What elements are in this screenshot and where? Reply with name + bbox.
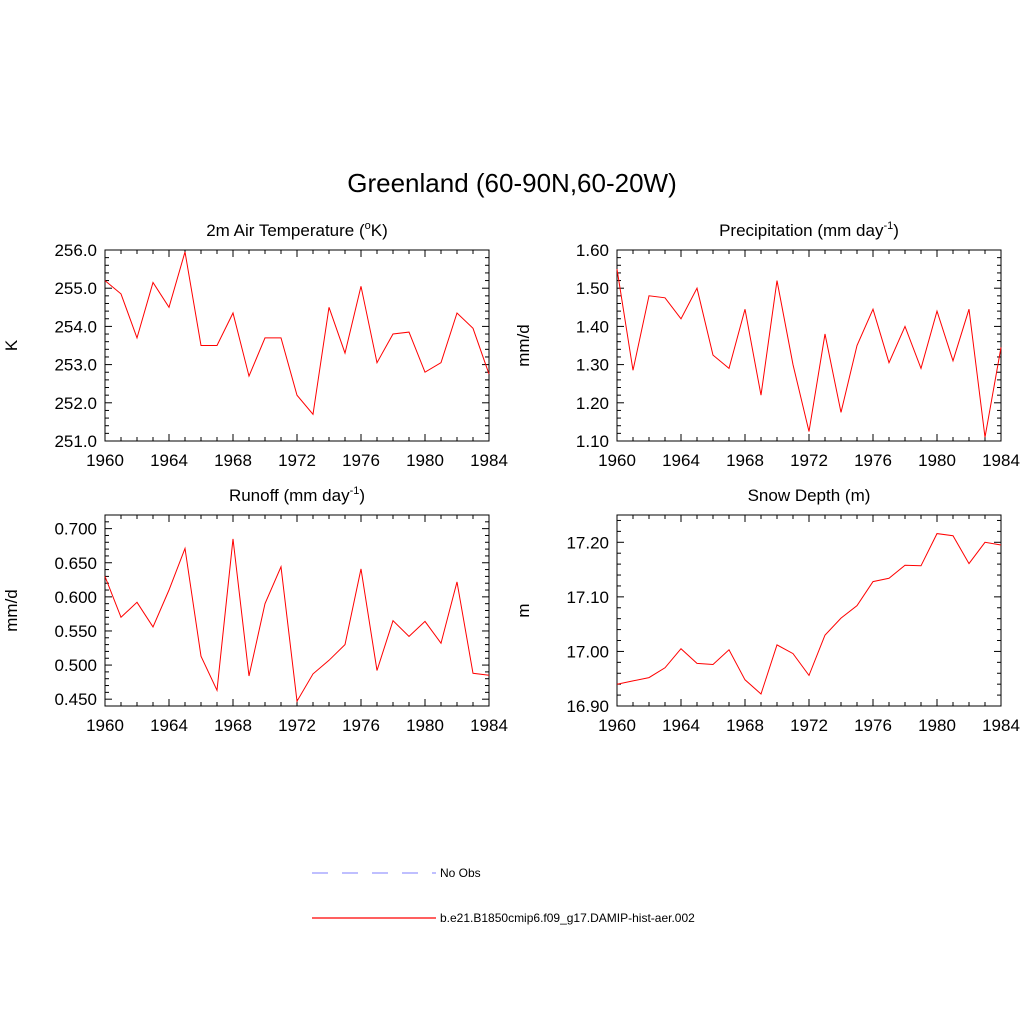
runoff-x-tick-label: 1964: [150, 716, 188, 735]
snow-depth-y-tick-label: 17.00: [566, 642, 609, 661]
runoff-plot-frame: [104, 514, 490, 707]
precipitation-x-tick-label: 1976: [854, 451, 892, 470]
snow-depth-y-axis-label: m: [514, 603, 533, 617]
precipitation-y-tick-label: 1.40: [576, 317, 609, 336]
runoff-y-tick-label: 0.450: [54, 690, 97, 709]
snow-depth-x-tick-label: 1964: [662, 716, 700, 735]
air-temperature-x-tick-label: 1984: [470, 451, 508, 470]
snow-depth-x-tick-label: 1980: [918, 716, 956, 735]
legend: [312, 872, 436, 919]
precipitation-y-tick-label: 1.60: [576, 241, 609, 260]
runoff-x-tick-label: 1980: [406, 716, 444, 735]
precipitation-panel-title: Precipitation (mm day-1): [719, 220, 899, 240]
precipitation-y-tick-label: 1.20: [576, 394, 609, 413]
snow-depth-x-tick-label: 1960: [598, 716, 636, 735]
air-temperature-x-tick-label: 1964: [150, 451, 188, 470]
snow-depth-panel-title: Snow Depth (m): [748, 486, 871, 505]
runoff-y-tick-label: 0.650: [54, 554, 97, 573]
runoff-y-tick-label: 0.600: [54, 588, 97, 607]
air-temperature-x-tick-label: 1968: [214, 451, 252, 470]
air-temperature-x-tick-label: 1972: [278, 451, 316, 470]
precipitation-x-tick-label: 1968: [726, 451, 764, 470]
panel-snow-depth: 1960 1964 1968 1972 1976 1980 1984 16.90 17.00 17…: [514, 486, 1020, 735]
precipitation-y-axis-label: mm/d: [514, 324, 533, 367]
snow-depth-y-tick-label: 16.90: [566, 697, 609, 716]
air-temperature-y-tick-label: 254.0: [54, 317, 97, 336]
air-temperature-y-axis-label: K: [2, 339, 21, 351]
runoff-panel-title: Runoff (mm day-1): [229, 485, 365, 505]
panel-air-temperature: 1960 1964 1968 1972 1976 1980 1984 251.0 252.0 25…: [2, 220, 508, 470]
runoff-y-axis-label: mm/d: [2, 589, 21, 632]
snow-depth-y-tick-label: 17.20: [566, 533, 609, 552]
precipitation-y-tick-label: 1.30: [576, 356, 609, 375]
runoff-x-tick-label: 1984: [470, 716, 508, 735]
snow-depth-x-tick-label: 1976: [854, 716, 892, 735]
air-temperature-y-tick-label: 252.0: [54, 394, 97, 413]
precipitation-x-tick-label: 1980: [918, 451, 956, 470]
runoff-y-tick-label: 0.700: [54, 520, 97, 539]
snow-depth-x-tick-label: 1984: [982, 716, 1020, 735]
runoff-x-tick-label: 1976: [342, 716, 380, 735]
panel-runoff: 1960 1964 1968 1972 1976 1980 1984 0.450 0.500 0.…: [2, 485, 508, 735]
panel-precipitation: 1960 1964 1968 1972 1976 1980 1984 1.10 1.20 1.30…: [514, 220, 1020, 470]
air-temperature-x-tick-label: 1980: [406, 451, 444, 470]
precipitation-y-tick-label: 1.50: [576, 279, 609, 298]
precipitation-x-tick-label: 1984: [982, 451, 1020, 470]
air-temperature-y-tick-label: 255.0: [54, 279, 97, 298]
snow-depth-y-tick-label: 17.10: [566, 588, 609, 607]
runoff-y-tick-label: 0.550: [54, 622, 97, 641]
runoff-y-tick-label: 0.500: [54, 656, 97, 675]
runoff-x-tick-label: 1972: [278, 716, 316, 735]
air-temperature-y-tick-label: 253.0: [54, 356, 97, 375]
precipitation-plot-frame: [616, 249, 1002, 442]
precipitation-y-tick-label: 1.10: [576, 432, 609, 451]
precipitation-x-tick-label: 1960: [598, 451, 636, 470]
air-temperature-series-line: [104, 251, 490, 416]
precipitation-series-line: [616, 269, 1002, 438]
legend-label-model-run: b.e21.B1850cmip6.f09_g17.DAMIP-hist-aer.…: [440, 911, 695, 925]
snow-depth-x-tick-label: 1972: [790, 716, 828, 735]
snow-depth-plot-frame: [616, 514, 1002, 707]
air-temperature-y-tick-label: 251.0: [54, 432, 97, 451]
runoff-x-tick-label: 1960: [86, 716, 124, 735]
precipitation-x-tick-label: 1972: [790, 451, 828, 470]
legend-label-no-obs: No Obs: [440, 866, 481, 880]
air-temperature-x-tick-label: 1960: [86, 451, 124, 470]
runoff-series-line: [104, 538, 490, 703]
snow-depth-x-tick-label: 1968: [726, 716, 764, 735]
precipitation-x-tick-label: 1964: [662, 451, 700, 470]
runoff-x-tick-label: 1968: [214, 716, 252, 735]
air-temperature-plot-frame: [104, 249, 490, 442]
air-temperature-panel-title: 2m Air Temperature (oK): [206, 220, 388, 240]
air-temperature-x-tick-label: 1976: [342, 451, 380, 470]
snow-depth-series-line: [616, 533, 1002, 695]
air-temperature-y-tick-label: 256.0: [54, 241, 97, 260]
figure-title: Greenland (60-90N,60-20W): [347, 168, 677, 198]
